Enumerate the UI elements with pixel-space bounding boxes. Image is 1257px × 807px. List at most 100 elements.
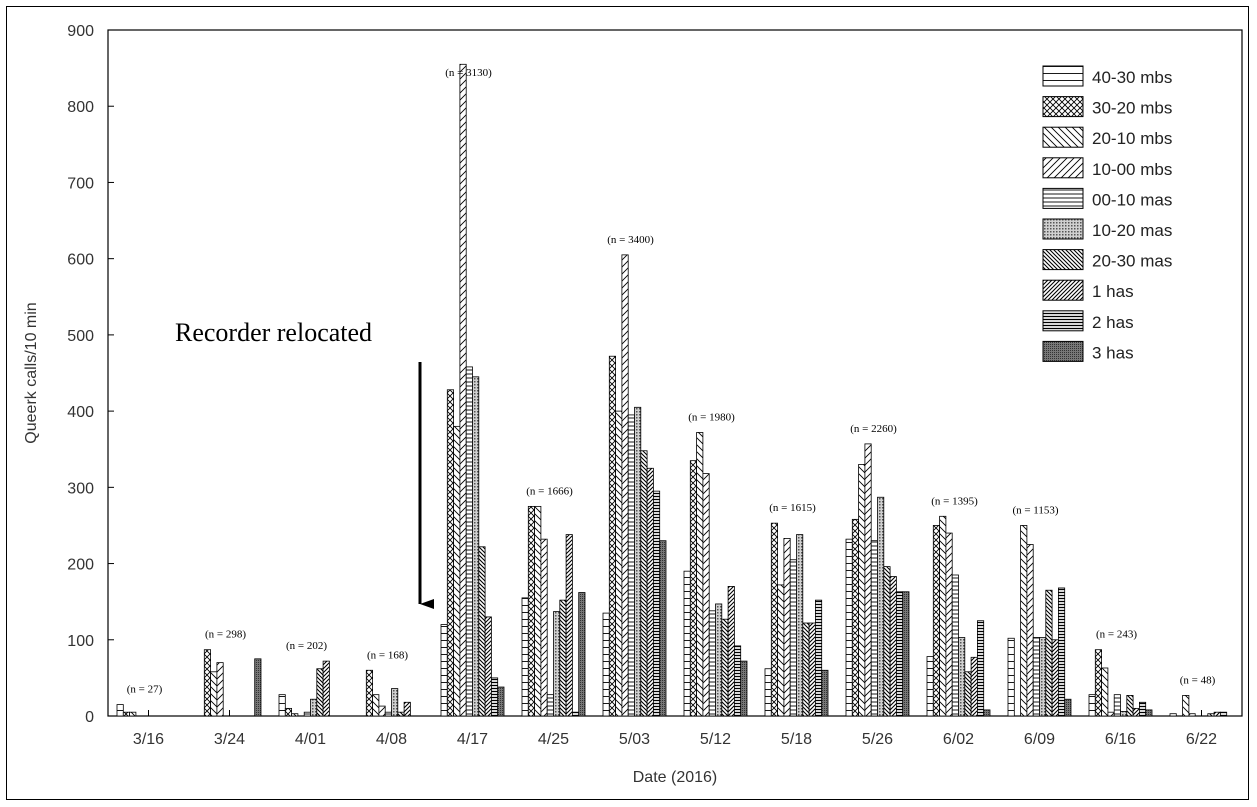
bar — [534, 505, 542, 717]
bar — [932, 525, 940, 717]
bar — [497, 686, 505, 717]
n-label: (n = 1980) — [688, 411, 735, 423]
bar — [764, 668, 772, 717]
bar — [1045, 589, 1053, 717]
bar — [621, 254, 629, 717]
n-labels: (n = 27) (n = 298) (n = 202) (n = 168) (n = … — [127, 67, 1216, 696]
bar — [845, 538, 853, 717]
bar — [683, 570, 691, 717]
bar — [977, 620, 985, 717]
y-axis-label: Queerk calls/10 min — [23, 302, 40, 443]
bar — [490, 677, 499, 717]
bar — [459, 63, 467, 717]
bar — [1188, 713, 1196, 717]
bar — [540, 538, 548, 717]
bar — [384, 711, 392, 717]
y-tick-label: 500 — [67, 328, 94, 345]
y-tick-label: 600 — [67, 252, 94, 269]
bar — [696, 432, 704, 717]
legend-swatch — [1042, 96, 1084, 118]
bar — [1107, 711, 1115, 717]
x-tick-label: 4/01 — [295, 731, 326, 748]
n-label: (n = 298) — [205, 629, 246, 641]
bar — [1101, 667, 1109, 717]
bar — [1094, 649, 1103, 717]
plot-border — [107, 29, 1243, 717]
bar — [858, 464, 866, 717]
bar — [1020, 525, 1028, 717]
bar — [578, 592, 586, 717]
n-label: (n = 1666) — [526, 485, 573, 497]
bar — [902, 591, 910, 717]
bar — [1126, 695, 1134, 717]
legend-swatch — [1042, 65, 1084, 87]
bar — [565, 534, 573, 717]
x-tick-label: 6/09 — [1024, 731, 1055, 748]
n-label: (n = 1153) — [1012, 504, 1058, 516]
bar — [602, 612, 610, 717]
legend-label: 2 has — [1092, 313, 1134, 332]
bar — [216, 662, 224, 717]
legend-label: 30-20 mbs — [1092, 99, 1172, 118]
bar — [122, 711, 131, 717]
bar — [397, 711, 405, 717]
bar — [1113, 694, 1121, 717]
bar — [129, 711, 137, 717]
bar — [689, 460, 697, 717]
bar — [958, 637, 966, 717]
legend-label: 20-30 mas — [1092, 252, 1172, 271]
legend-swatch — [1042, 187, 1084, 209]
legend-label: 3 has — [1092, 343, 1134, 362]
bar — [391, 688, 399, 717]
x-tick-label: 6/22 — [1186, 731, 1217, 748]
legend-swatch — [1042, 310, 1084, 332]
bar — [403, 701, 411, 717]
bar — [1064, 698, 1072, 717]
bar — [278, 694, 286, 717]
bar — [808, 622, 816, 717]
y-tick-label: 100 — [67, 633, 94, 650]
bar — [1120, 711, 1128, 717]
x-axis-label: Date (2016) — [633, 769, 718, 786]
bar — [322, 660, 330, 717]
bar — [727, 586, 735, 717]
x-tick-label: 4/25 — [538, 731, 569, 748]
bar — [203, 649, 212, 717]
bar — [983, 709, 991, 717]
n-label: (n = 1395) — [931, 495, 978, 507]
bar — [939, 515, 947, 717]
legend-label: 1 has — [1092, 282, 1134, 301]
bar — [883, 566, 891, 717]
bar — [653, 490, 661, 717]
bar — [316, 668, 324, 717]
bar — [1182, 695, 1190, 717]
bar — [116, 704, 124, 717]
bar — [783, 538, 791, 717]
x-tick-label: 5/26 — [862, 731, 893, 748]
bar — [951, 574, 959, 717]
bar — [446, 389, 454, 717]
bar — [527, 505, 535, 717]
bar — [1139, 701, 1147, 717]
x-axis: 3/16 3/24 4/01 4/08 4/17 4/25 5/03 5/12 5/18 5/26… — [133, 710, 1217, 748]
bar — [815, 599, 823, 717]
legend-label: 40-30 mbs — [1092, 68, 1172, 87]
bar — [1088, 694, 1096, 717]
x-tick-label: 5/18 — [781, 731, 812, 748]
bar — [608, 355, 616, 717]
bar — [627, 414, 635, 717]
bar — [521, 597, 529, 717]
bar — [615, 410, 623, 717]
bar — [440, 624, 448, 717]
y-tick-label: 400 — [67, 404, 94, 421]
legend-label: 00-10 mas — [1092, 190, 1172, 209]
bar — [896, 591, 904, 717]
bar — [372, 694, 380, 717]
y-tick-label: 0 — [85, 709, 94, 726]
bar — [1132, 707, 1140, 717]
bar — [646, 467, 654, 717]
bar — [740, 660, 748, 717]
y-tick-label: 200 — [67, 557, 94, 574]
legend-label: 20-10 mbs — [1092, 129, 1172, 148]
